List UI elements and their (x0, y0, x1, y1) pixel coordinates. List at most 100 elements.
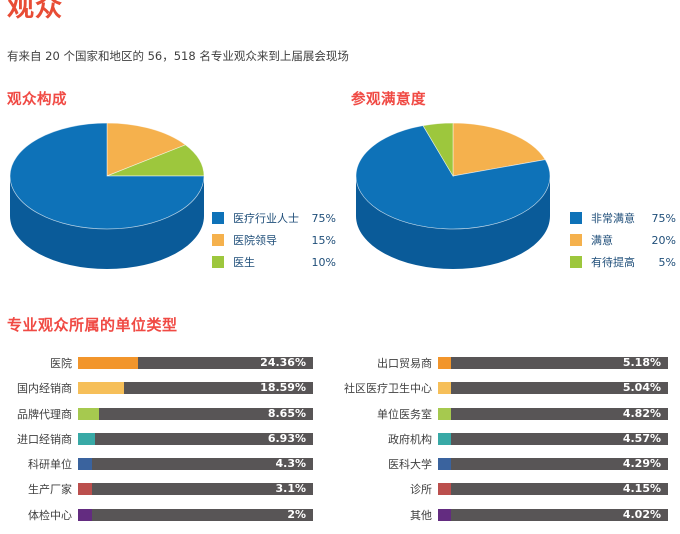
pie-slice-1 (106, 122, 187, 177)
legend-audience-composition: 医疗行业人士 75% 医院领导 15% 医生 10% (212, 207, 336, 273)
bar-category-label: 其他 (410, 508, 432, 522)
bar-row-生产厂家: 生产厂家 3.1% (0, 482, 313, 497)
legend-swatch-icon (570, 256, 582, 268)
bar-value-label: 18.59% (260, 381, 306, 395)
bar-fill (438, 483, 452, 496)
bar-value-label: 4.02% (622, 507, 661, 521)
bar-fill (438, 458, 452, 471)
bar-track: 4.02% (438, 507, 668, 521)
bar-track: 6.93% (78, 431, 313, 445)
legend-swatch-icon (570, 212, 582, 224)
bar-fill (78, 357, 139, 369)
legend-swatch-icon (212, 256, 224, 268)
legend-swatch-icon (212, 212, 224, 224)
bar-category-label: 国内经销商 (17, 382, 72, 396)
bar-category-label: 诊所 (410, 483, 432, 497)
legend-row-1: 医院领导 15% (212, 229, 336, 251)
bar-category-label: 生产厂家 (28, 483, 72, 497)
legend-value: 20% (651, 233, 676, 247)
bar-fill (78, 407, 100, 420)
bar-track: 4.15% (438, 482, 668, 496)
page-title: 观众 (7, 0, 63, 23)
bar-value-label: 4.57% (622, 431, 661, 445)
bar-category-label: 医科大学 (388, 458, 432, 472)
bar-value-label: 2% (287, 507, 306, 521)
bar-value-label: 6.93% (267, 431, 306, 445)
pie-slice-2 (422, 122, 454, 178)
legend-swatch-icon (570, 234, 582, 246)
bar-fill (78, 508, 92, 521)
bar-row-其他: 其他 4.02% (340, 507, 668, 522)
bar-value-label: 4.3% (275, 457, 306, 471)
bar-category-label: 品牌代理商 (17, 407, 72, 421)
legend-swatch-icon (212, 234, 224, 246)
bar-fill (438, 357, 452, 369)
bar-fill (438, 508, 452, 521)
bar-category-label: 体检中心 (28, 508, 72, 522)
bar-row-诊所: 诊所 4.15% (340, 482, 668, 497)
bar-value-label: 3.1% (275, 482, 306, 496)
bar-row-政府机构: 政府机构 4.57% (340, 431, 668, 446)
bar-track: 3.1% (78, 482, 313, 496)
bar-track: 18.59% (78, 381, 313, 395)
legend-row-0: 非常满意 75% (570, 207, 676, 229)
legend-label: 医院领导 (233, 234, 277, 247)
bar-value-label: 8.65% (267, 406, 306, 420)
bar-row-社区医疗卫生中心: 社区医疗卫生中心 5.04% (340, 381, 668, 395)
legend-value: 10% (311, 255, 336, 269)
legend-row-2: 医生 10% (212, 251, 336, 273)
bar-row-国内经销商: 国内经销商 18.59% (0, 381, 313, 396)
heading-visit-satisfaction: 参观满意度 (351, 92, 426, 108)
bar-value-label: 4.29% (622, 457, 661, 471)
pie-side-wall (356, 176, 550, 269)
bar-fill (438, 432, 452, 445)
pie-slice-0 (355, 125, 551, 230)
bar-fill (78, 483, 92, 496)
bar-value-label: 4.15% (622, 482, 661, 496)
bar-value-label: 5.18% (622, 356, 661, 369)
bar-track: 5.18% (438, 357, 668, 369)
heading-audience-composition: 观众构成 (7, 92, 67, 108)
bar-row-医院: 医院 24.36% (0, 357, 313, 370)
bar-column-right: 出口贸易商 5.18% 社区医疗卫生中心 5.04% 单位医务室 4.82% 政府机构 4.5… (340, 357, 668, 534)
legend-label: 非常满意 (591, 212, 635, 225)
bar-track: 24.36% (78, 357, 313, 369)
bar-fill (438, 382, 452, 395)
bar-category-label: 医院 (50, 357, 72, 370)
bar-track: 8.65% (78, 406, 313, 420)
bar-row-科研单位: 科研单位 4.3% (0, 457, 313, 472)
bar-category-label: 政府机构 (388, 432, 432, 446)
bar-row-品牌代理商: 品牌代理商 8.65% (0, 406, 313, 421)
bar-fill (438, 407, 452, 420)
bar-track: 4.82% (438, 406, 668, 420)
bar-column-left: 医院 24.36% 国内经销商 18.59% 品牌代理商 8.65% 进口经销商 6.93% 科… (0, 357, 313, 534)
bar-track: 4.29% (438, 457, 668, 471)
bar-category-label: 进口经销商 (17, 432, 72, 446)
heading-visitor-unit-types: 专业观众所属的单位类型 (7, 316, 178, 334)
legend-value: 75% (311, 211, 336, 225)
page-subtitle: 有来自 20 个国家和地区的 56，518 名专业观众来到上届展会现场 (7, 49, 349, 63)
bar-track: 4.3% (78, 457, 313, 471)
legend-value: 75% (651, 211, 676, 225)
bar-row-进口经销商: 进口经销商 6.93% (0, 431, 313, 446)
pie-chart-audience-composition (9, 122, 205, 269)
bar-row-单位医务室: 单位医务室 4.82% (340, 406, 668, 421)
bar-row-医科大学: 医科大学 4.29% (340, 457, 668, 472)
legend-visit-satisfaction: 非常满意 75% 满意 20% 有待提高 5% (570, 207, 676, 273)
bar-track: 4.57% (438, 431, 668, 445)
legend-label: 医疗行业人士 (233, 212, 299, 225)
legend-row-2: 有待提高 5% (570, 251, 676, 273)
bar-category-label: 出口贸易商 (377, 357, 432, 370)
bar-category-label: 科研单位 (28, 458, 72, 472)
bar-row-出口贸易商: 出口贸易商 5.18% (340, 357, 668, 370)
legend-value: 15% (311, 233, 336, 247)
pie-chart-visit-satisfaction (355, 122, 551, 269)
bar-fill (78, 432, 96, 445)
bar-value-label: 4.82% (622, 406, 661, 420)
legend-row-0: 医疗行业人士 75% (212, 207, 336, 229)
bar-fill (78, 382, 124, 395)
bar-value-label: 24.36% (260, 356, 306, 369)
legend-value: 5% (658, 255, 676, 269)
bar-value-label: 5.04% (622, 381, 661, 395)
bar-track: 2% (78, 507, 313, 521)
